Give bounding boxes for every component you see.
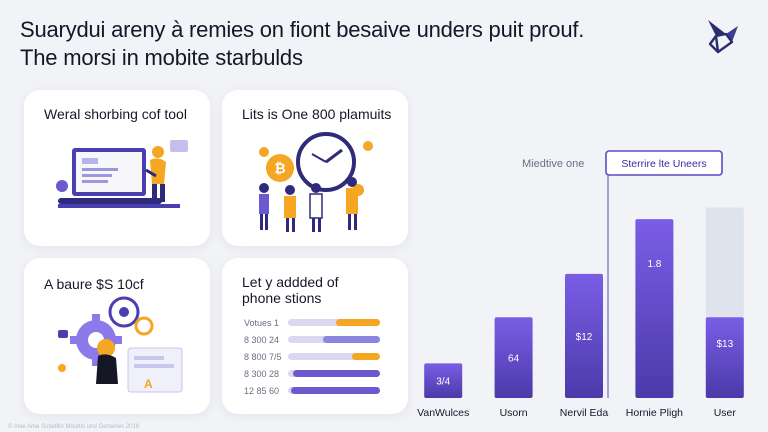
chart-category-label: Usorn [500,407,528,419]
progress-track [288,336,380,343]
chart-value-label: 1.8 [647,259,661,270]
progress-fill [352,353,380,360]
chart-category-label: Hornie Pligh [626,407,683,419]
progress-fill [290,387,380,394]
card-title: Lits is One 800 plamuits [242,106,392,122]
chart-value-label: 64 [508,354,520,365]
laptop-user-illustration-icon [56,140,188,208]
card-plamuits: Lits is One 800 plamuits ₿ [222,90,408,246]
svg-text:A: A [144,377,153,391]
page-title-line-2: The morsi in mobite starbulds [20,45,303,70]
progress-track [288,370,380,377]
chart-category-label: VanWulces [417,407,469,419]
chart-category-label: Nervil Eda [560,407,609,419]
progress-track [288,353,380,360]
card-baure: A baure $S 10cf A [24,258,210,414]
chart-annotation: Miedtive one [522,158,584,170]
chart-bar [424,363,463,398]
progress-fill [322,336,380,343]
chart-bar [635,219,674,398]
progress-row-label: 8 300 24 [244,334,280,345]
card-title: Let y addded of phone stions [242,274,339,306]
progress-row: 8 800 7/5 [244,348,384,365]
card-title-line-1: Let y addded of [242,274,339,290]
card-shopping-tool: Weral shorbing cof tool [24,90,210,246]
card-title: Weral shorbing cof tool [44,106,187,122]
gear-person-illustration-icon: A [58,296,183,393]
chart-value-label: 3/4 [436,377,450,388]
progress-track [288,319,380,326]
chart-bar [705,317,744,398]
progress-row: 8 300 24 [244,331,384,348]
progress-row: 12 85 60 [244,382,384,399]
bitcoin-clock-people-illustration-icon: ₿ [259,132,373,232]
progress-bars-list: Votues 1 8 300 24 8 800 7/5 8 300 28 12 85 6… [244,314,384,399]
chart-bar [565,273,603,398]
progress-row: 8 300 28 [244,365,384,382]
highlight-box [605,150,723,176]
progress-row-label: 8 800 7/5 [244,351,282,362]
chart-bar [494,317,533,398]
progress-fill [335,319,380,326]
footer-note: © Anie Ame Subelllin Mouttin und Geneine… [8,424,140,430]
progress-row-label: Votues 1 [244,317,280,328]
progress-fill [292,370,380,377]
chart-value-label: $13 [716,339,733,350]
progress-row-label: 12 85 60 [244,385,280,396]
chart-category-label: User [714,407,737,419]
origami-bird-logo-icon [708,20,738,54]
highlight-label: Sterrire lte Uneers [621,158,706,170]
page-title: Suarydui areny à remies on fiont besaive… [20,16,680,72]
chart-value-label: $12 [576,332,593,343]
page-title-line-1: Suarydui areny à remies on fiont besaive… [20,17,585,42]
svg-text:₿: ₿ [274,160,285,176]
bar-chart: Miedtive one Sterrire lte Uneers 3/4 VanWul… [417,150,744,419]
progress-track [288,387,380,394]
card-title-line-2: phone stions [242,290,322,306]
card-phone-options: Let y addded of phone stions Votues 1 8 3… [222,258,408,414]
card-title: A baure $S 10cf [44,276,144,292]
progress-row: Votues 1 [244,314,384,331]
progress-row-label: 8 300 28 [244,368,280,379]
